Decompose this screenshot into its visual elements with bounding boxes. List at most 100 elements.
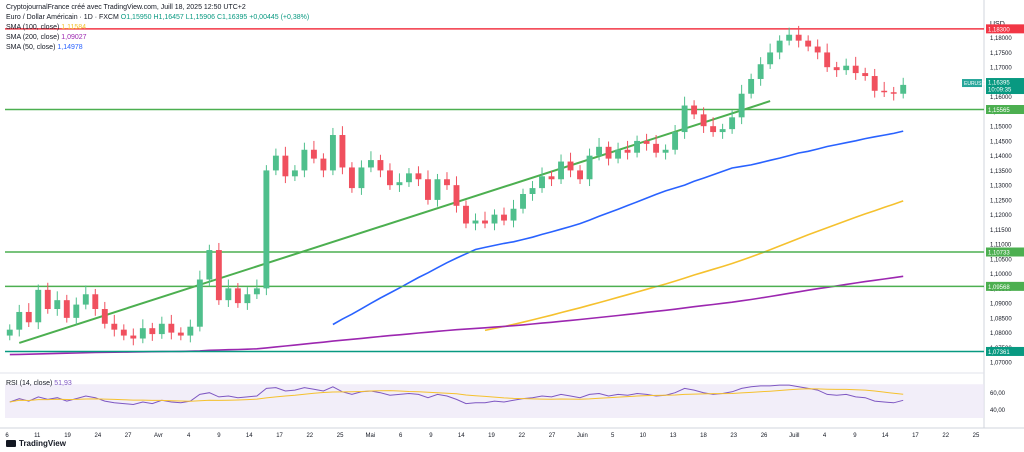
candle-body: [206, 250, 213, 280]
candle-body: [396, 182, 403, 186]
candle-body: [795, 34, 802, 41]
candle-body: [63, 300, 70, 318]
candle-body: [852, 65, 859, 74]
candle-body: [44, 289, 51, 310]
tradingview-logo[interactable]: TradingView: [6, 439, 66, 448]
candle-body: [263, 170, 270, 289]
candle-body: [120, 329, 127, 336]
candle-body: [577, 170, 583, 180]
sma-50-line: [332, 130, 904, 326]
candle-body: [196, 279, 203, 327]
candle-body: [833, 67, 840, 71]
candle-body: [719, 129, 726, 133]
candle-body: [776, 40, 783, 53]
candle-body: [672, 132, 679, 150]
candle-body: [6, 329, 13, 336]
ohlc-low: L1,15906: [185, 14, 215, 21]
candle-body: [615, 149, 622, 159]
candle-body: [54, 300, 61, 310]
candle-body: [700, 114, 707, 127]
candle-body: [101, 309, 108, 324]
candle-body: [358, 167, 365, 189]
candle-body: [425, 179, 431, 200]
y-tick-label: 1,07000: [990, 361, 1012, 367]
level-label: 1,10733: [988, 251, 1010, 257]
x-tick-label: Avr: [154, 433, 163, 439]
candle-body: [329, 135, 336, 171]
y-tick-label: 1,09000: [990, 302, 1012, 308]
level-label: 1,09568: [988, 285, 1010, 291]
candle-body: [805, 40, 812, 47]
candle-body: [786, 34, 793, 41]
candle-body: [748, 78, 755, 94]
candle-body: [73, 304, 80, 318]
candle-body: [215, 250, 222, 301]
candle-body: [377, 160, 384, 171]
legend-rsi[interactable]: RSI (14, close) 51,93: [6, 380, 72, 387]
candle-body: [310, 149, 317, 159]
candle-body: [472, 220, 479, 224]
candle-body: [130, 335, 137, 339]
candle-body: [510, 208, 517, 221]
y-tick-label: 1,14000: [990, 154, 1012, 160]
x-tick-label: 4: [187, 433, 191, 439]
last-price-label: 1,16395: [988, 81, 1010, 87]
candle-body: [225, 288, 232, 301]
candle-body: [406, 173, 412, 183]
x-tick-label: 5: [611, 433, 615, 439]
y-tick-label: 1,16000: [990, 95, 1012, 101]
x-tick-label: 17: [912, 433, 919, 439]
level-badge: [986, 24, 1024, 34]
legend-sma200[interactable]: SMA (200, close) 1,09027: [6, 34, 87, 41]
rsi-line: [9, 384, 904, 406]
level-badge: [986, 346, 1024, 356]
y-tick-label: 1,17000: [990, 66, 1012, 72]
x-tick-label: 9: [217, 433, 221, 439]
candle-body: [824, 52, 831, 68]
candle-body: [253, 288, 260, 295]
candle-body: [291, 170, 298, 177]
x-tick-label: 19: [488, 433, 495, 439]
ohlc-high: H1,16457: [153, 14, 184, 21]
symbol-badge-label: EURUSD: [964, 81, 986, 87]
x-tick-label: 22: [942, 433, 949, 439]
y-tick-label: 1,10000: [990, 272, 1012, 278]
y-tick-label: 1,13000: [990, 184, 1012, 190]
candle-body: [177, 332, 184, 336]
x-tick-label: 17: [276, 433, 283, 439]
countdown-label: 10:09:35: [988, 88, 1012, 94]
candle-body: [339, 135, 346, 168]
x-tick-label: 14: [882, 433, 889, 439]
candle-body: [634, 140, 641, 153]
candle-body: [35, 289, 42, 323]
candle-body: [387, 170, 393, 186]
candle-body: [149, 328, 156, 335]
candle-body: [168, 323, 175, 333]
legend-sma50[interactable]: SMA (50, close) 1,14978: [6, 44, 83, 51]
candle-body: [501, 214, 507, 221]
sma-100-line: [484, 200, 904, 332]
y-tick-label: 1,08000: [990, 331, 1012, 337]
rsi-ma-line: [9, 388, 904, 403]
legend-sma100[interactable]: SMA (100, close) 1,11584: [6, 24, 87, 31]
y-tick-label: 1,11000: [990, 243, 1012, 249]
candle-body: [491, 214, 498, 224]
trend-line: [18, 100, 771, 344]
symbol-badge: [962, 79, 982, 88]
x-tick-label: 25: [973, 433, 980, 439]
x-tick-label: 22: [518, 433, 525, 439]
candle-body: [367, 160, 374, 168]
candle-body: [548, 176, 555, 180]
ohlc-open: O1,15950: [120, 14, 152, 21]
y-tick-label: 1,13500: [990, 169, 1012, 175]
level-badge: [986, 281, 1024, 291]
level-badge: [986, 247, 1024, 257]
x-tick-label: 24: [95, 433, 102, 439]
candle-body: [348, 167, 355, 189]
candle-body: [881, 90, 888, 93]
x-tick-label: 14: [458, 433, 465, 439]
candle-body: [624, 149, 631, 153]
level-label: 1,18300: [988, 27, 1010, 33]
candle-body: [16, 311, 23, 330]
